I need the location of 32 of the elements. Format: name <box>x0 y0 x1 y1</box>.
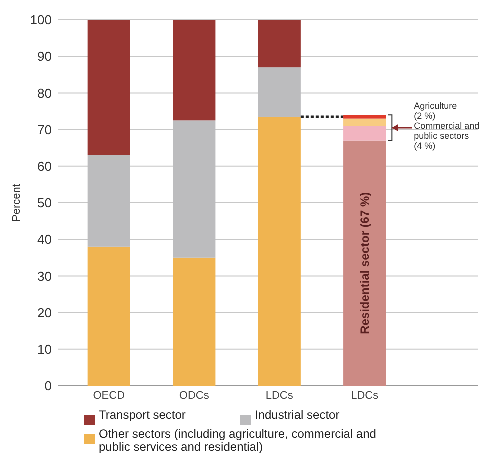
legend-label: Transport sector <box>99 408 186 422</box>
bar <box>344 115 386 119</box>
bar <box>88 246 130 386</box>
bar <box>344 126 386 141</box>
bar <box>258 116 301 386</box>
legend-label: Other sectors (including agriculture, commercial and public services and residential) <box>99 427 376 454</box>
y-tick-label: 50 <box>38 196 52 211</box>
y-tick-label: 20 <box>38 305 52 320</box>
x-tick-label: LDCs <box>266 390 294 402</box>
y-tick-label: 40 <box>38 232 52 248</box>
y-tick-label: 100 <box>30 12 52 28</box>
y-tick-label: 0 <box>44 378 52 394</box>
y-tick-label: 10 <box>38 342 52 357</box>
x-tick-label: OECD <box>93 390 126 402</box>
bar <box>173 20 216 121</box>
x-tick-label: LDCs <box>351 390 380 402</box>
bar <box>344 118 386 126</box>
y-tick-label: 30 <box>38 268 52 284</box>
bar <box>88 20 130 156</box>
bar <box>173 258 216 386</box>
bar <box>344 140 386 386</box>
y-tick-label: 60 <box>38 158 52 174</box>
annotation: Commercial and public sectors (4 %) <box>414 121 480 152</box>
y-tick-label: 80 <box>38 86 52 101</box>
annotation: Residential sector (67 %) <box>358 192 372 334</box>
y-axis-title: Percent <box>11 184 23 222</box>
annotation: Agriculture (2 %) <box>414 101 458 122</box>
x-tick-label: ODCs <box>179 390 210 402</box>
bar <box>258 20 301 68</box>
y-tick-label: 90 <box>38 49 52 64</box>
legend-label: Industrial sector <box>255 408 340 422</box>
y-tick-label: 70 <box>38 122 52 138</box>
